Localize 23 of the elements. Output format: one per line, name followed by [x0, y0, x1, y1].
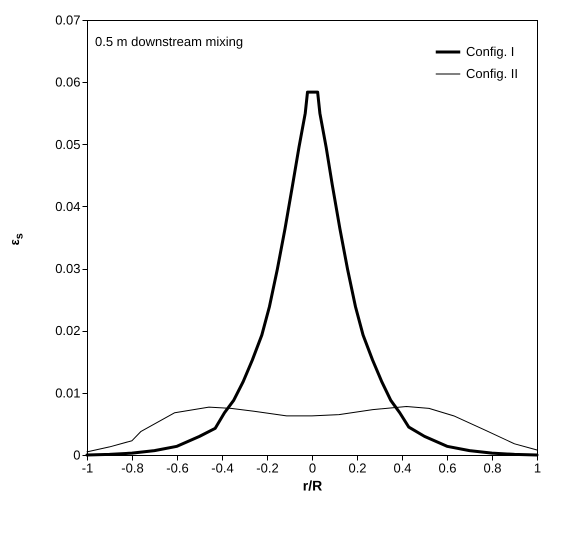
x-tick-label: 1: [534, 460, 542, 476]
x-tick-label: 0: [308, 460, 316, 476]
y-tick-label: 0.02: [55, 323, 80, 338]
y-tick-label: 0.06: [55, 74, 80, 90]
y-tick-label: 0.04: [55, 198, 80, 214]
x-tick-label: 0.2: [348, 460, 367, 476]
x-tick-label: -0.6: [166, 460, 189, 476]
y-tick-label: 0.07: [55, 12, 80, 28]
x-tick-label: 0.8: [483, 460, 502, 476]
x-tick-label: -0.2: [256, 460, 279, 476]
x-tick-label: 0.6: [438, 460, 457, 476]
y-tick-label: 0.03: [55, 261, 80, 276]
y-tick-label: 0.05: [55, 136, 80, 152]
y-tick-label: 0: [73, 448, 80, 462]
x-tick-label: -1: [82, 460, 94, 476]
x-tick-label: -0.8: [121, 460, 144, 476]
y-tick-label: 0.01: [55, 385, 80, 400]
x-tick-label: -0.4: [211, 460, 234, 476]
legend-label: Config. II: [466, 66, 518, 81]
annotation: 0.5 m downstream mixing: [95, 34, 244, 49]
x-axis-title: r/R: [302, 478, 322, 494]
legend-label: Config. I: [466, 44, 514, 59]
x-tick-label: 0.4: [393, 460, 412, 476]
